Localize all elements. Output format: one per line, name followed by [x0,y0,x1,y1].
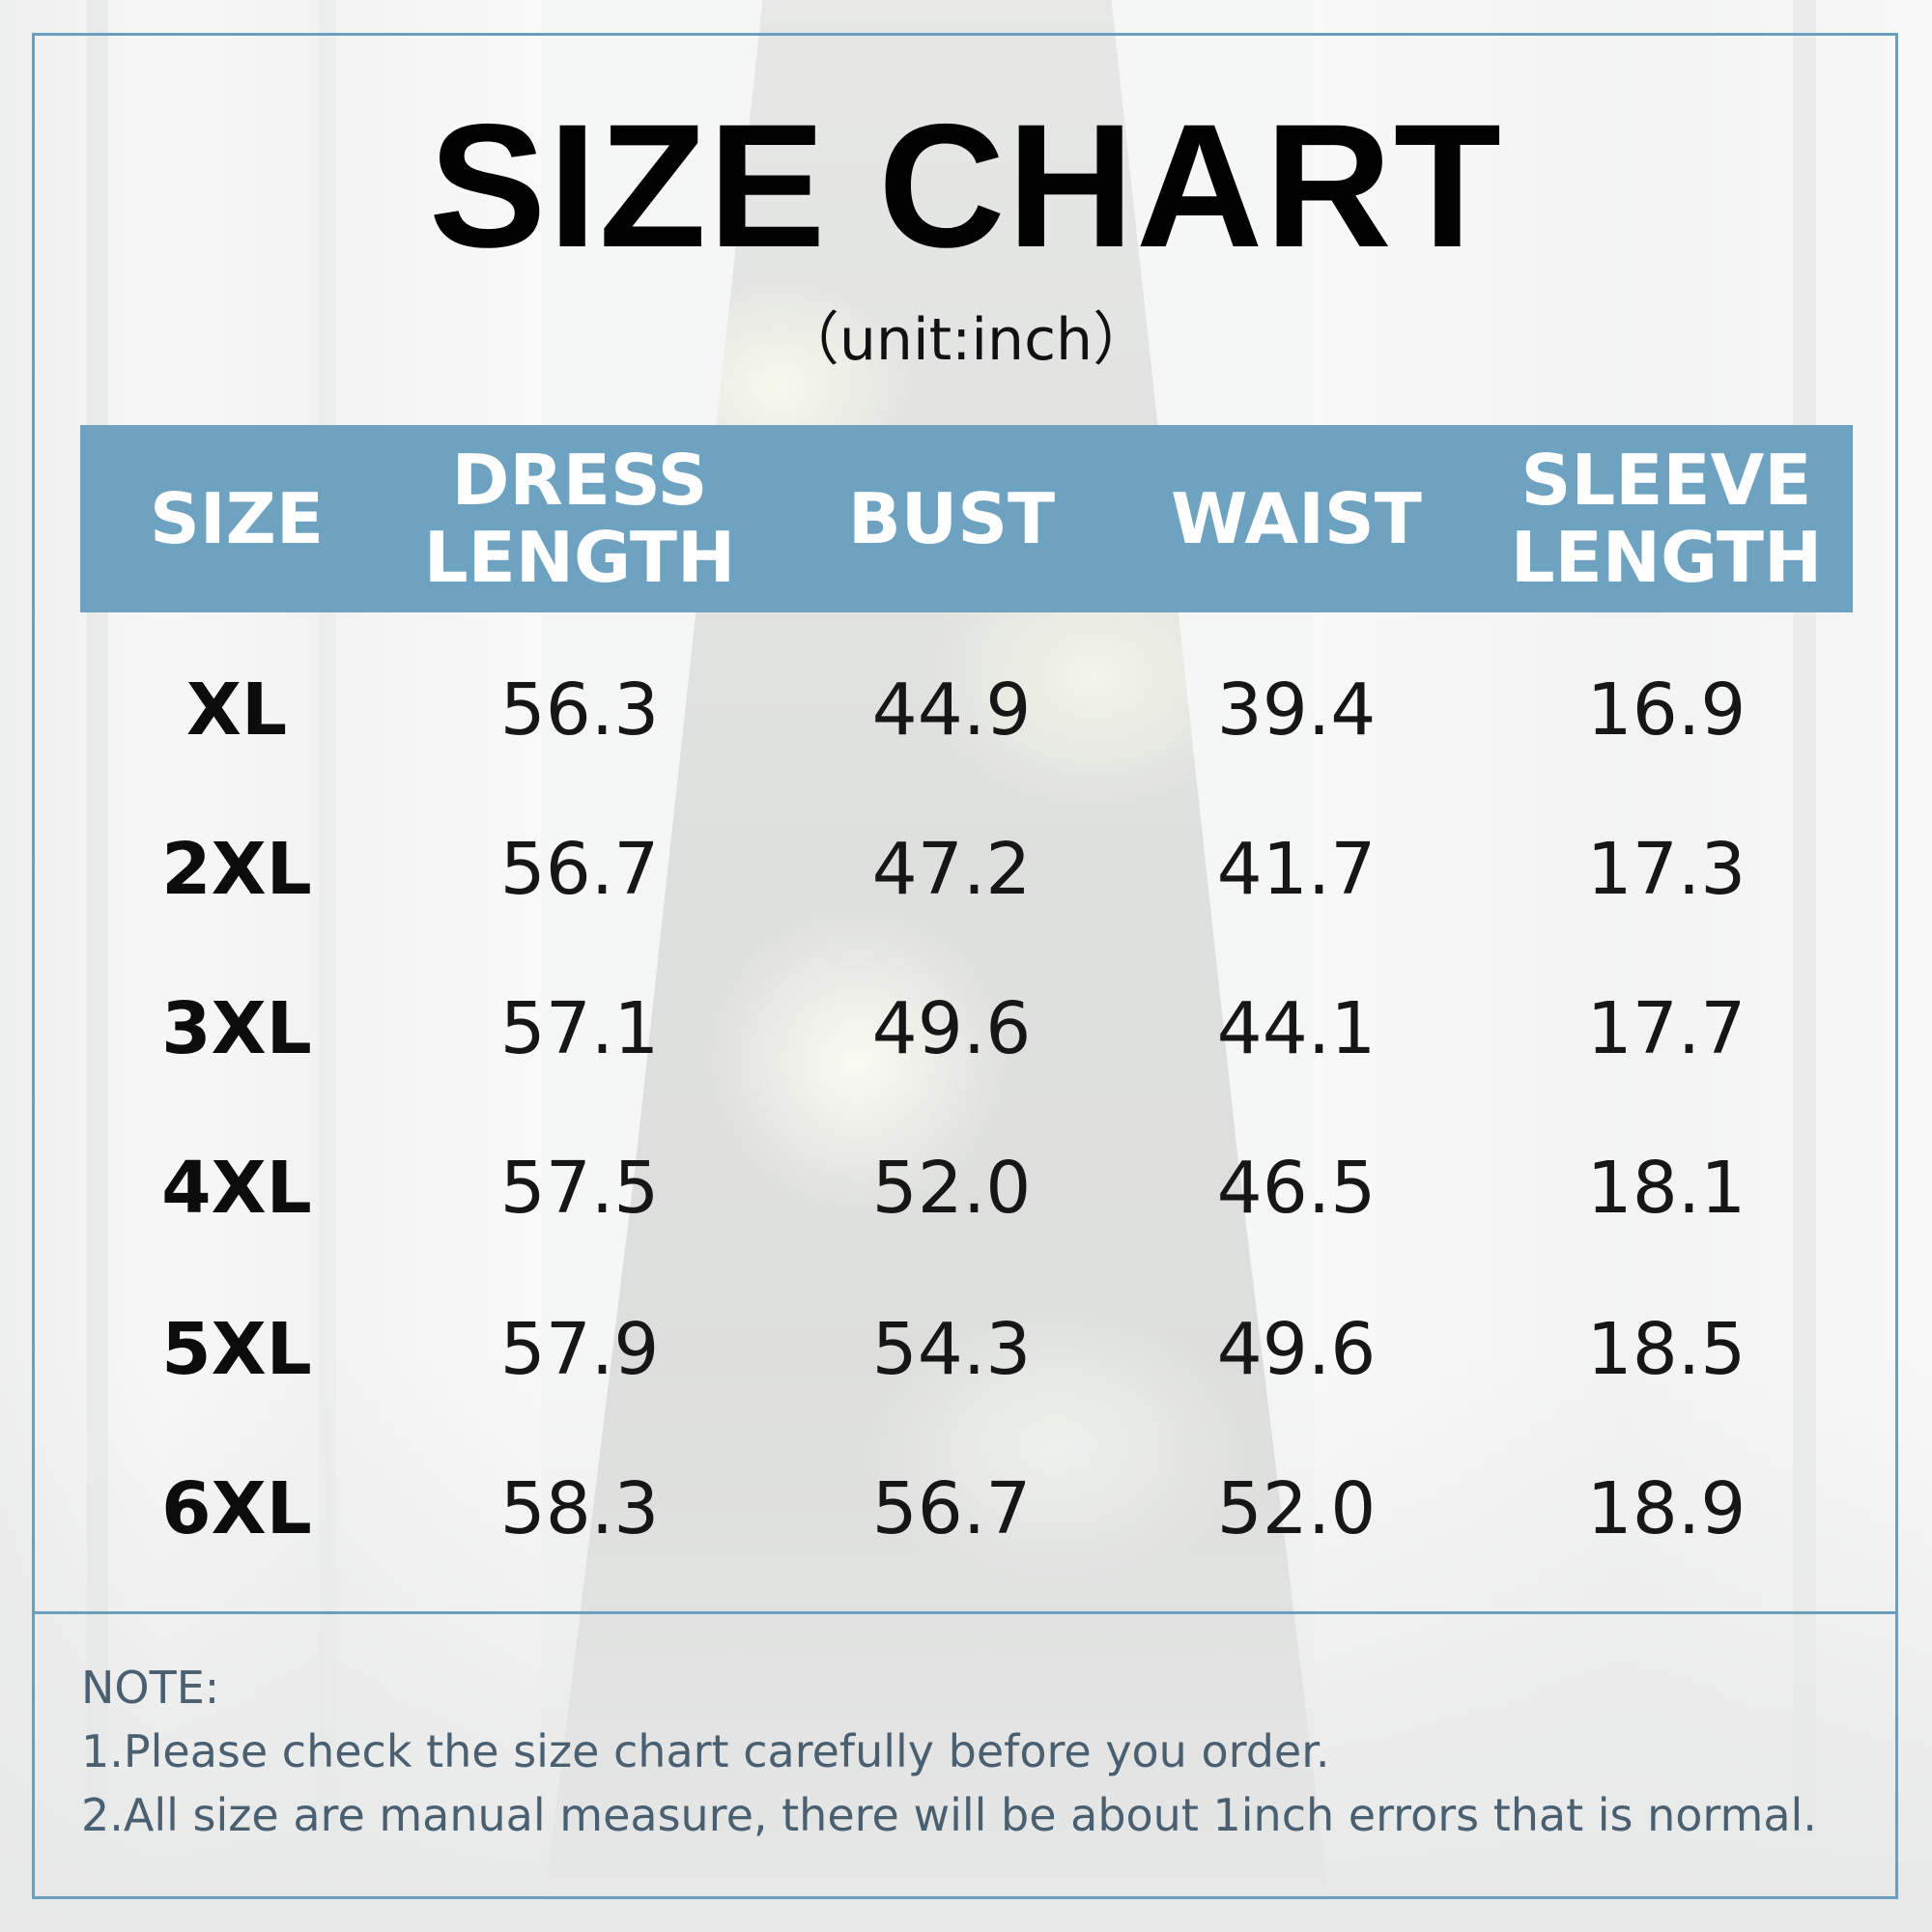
size-cell: 5XL [161,1308,312,1391]
table-header-band [80,425,1853,612]
dress-length-cell: 57.1 [499,987,660,1070]
sleeve-length-cell: 18.9 [1586,1467,1747,1550]
sleeve-length-cell: 17.3 [1586,828,1747,911]
bust-cell: 49.6 [871,987,1032,1070]
header-sleeve-length: SLEEVE LENGTH [1510,440,1823,598]
dress-length-cell: 56.3 [499,668,660,752]
header-size: SIZE [149,478,325,559]
notes-divider [32,1611,1898,1614]
dress-length-cell: 58.3 [499,1467,660,1550]
note-heading: NOTE: [81,1662,220,1714]
bust-cell: 52.0 [871,1147,1032,1230]
note-line-2: 2.All size are manual measure, there wil… [81,1789,1817,1841]
header-dress-length: DRESS LENGTH [423,440,736,598]
size-cell: 3XL [161,987,312,1070]
waist-cell: 41.7 [1216,828,1377,911]
bust-cell: 47.2 [871,828,1032,911]
header-waist: WAIST [1171,478,1422,559]
sleeve-length-cell: 17.7 [1586,987,1747,1070]
page-title: SIZE CHART [429,87,1503,284]
dress-length-cell: 57.9 [499,1308,660,1391]
sleeve-length-cell: 18.5 [1586,1308,1747,1391]
sleeve-length-cell: 18.1 [1586,1147,1747,1230]
waist-cell: 46.5 [1216,1147,1377,1230]
size-cell: 2XL [161,828,312,911]
header-bust: BUST [847,478,1056,559]
sleeve-length-cell: 16.9 [1586,668,1747,752]
dress-length-cell: 57.5 [499,1147,660,1230]
note-line-1: 1.Please check the size chart carefully … [81,1725,1330,1777]
size-cell: 4XL [161,1147,312,1230]
waist-cell: 52.0 [1216,1467,1377,1550]
waist-cell: 39.4 [1216,668,1377,752]
size-cell: 6XL [161,1467,312,1550]
unit-subtitle: （unit:inch） [781,306,1151,374]
bust-cell: 56.7 [871,1467,1032,1550]
size-cell: XL [185,668,288,752]
chart-frame [32,33,1898,1899]
dress-length-cell: 56.7 [499,828,660,911]
bust-cell: 44.9 [871,668,1032,752]
waist-cell: 44.1 [1216,987,1377,1070]
bust-cell: 54.3 [871,1308,1032,1391]
waist-cell: 49.6 [1216,1308,1377,1391]
